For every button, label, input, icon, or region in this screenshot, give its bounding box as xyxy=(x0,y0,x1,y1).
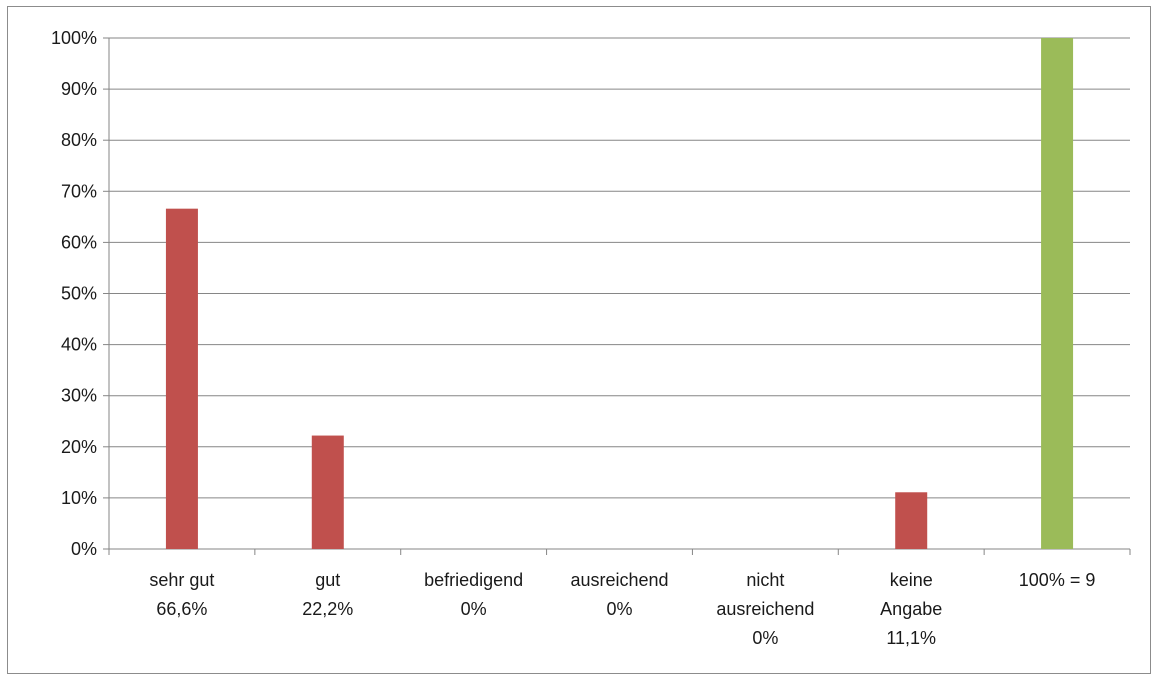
y-tick-label: 50% xyxy=(61,284,97,304)
category-label-line: 0% xyxy=(752,628,778,648)
y-tick-label: 70% xyxy=(61,181,97,201)
category-label-line: 100% = 9 xyxy=(1019,570,1096,590)
x-category-labels: sehr gut 66,6%gut 22,2%befriedigend 0%ausre… xyxy=(149,570,1095,648)
bar xyxy=(1041,38,1074,549)
category-label-line: 66,6% xyxy=(156,599,207,619)
gridlines xyxy=(109,37,1130,499)
y-tick-label: 20% xyxy=(61,437,97,457)
y-tick-label: 0% xyxy=(71,539,97,559)
category-label: 100% = 9 xyxy=(1019,570,1096,590)
category-label: befriedigend 0% xyxy=(424,570,523,619)
category-label-line: 0% xyxy=(606,599,632,619)
bar xyxy=(311,435,344,549)
y-tick-label: 10% xyxy=(61,488,97,508)
y-tick-label: 60% xyxy=(61,232,97,252)
bar xyxy=(895,492,928,549)
y-tick-label: 90% xyxy=(61,79,97,99)
y-tick-label: 80% xyxy=(61,130,97,150)
bar xyxy=(165,208,198,549)
category-label-line: Angabe xyxy=(880,599,942,619)
y-tick-label: 100% xyxy=(51,28,97,48)
category-label-line: ausreichend xyxy=(716,599,814,619)
category-label-line: 22,2% xyxy=(302,599,353,619)
y-tick-label: 40% xyxy=(61,335,97,355)
category-label-line: ausreichend xyxy=(570,570,668,590)
category-label: ausreichend 0% xyxy=(570,570,668,619)
category-label: gut 22,2% xyxy=(302,570,353,619)
category-label: keine Angabe 11,1% xyxy=(880,570,942,648)
category-label-line: 11,1% xyxy=(886,628,936,648)
bars xyxy=(165,38,1074,549)
category-label-line: gut xyxy=(315,570,340,590)
y-tick-label: 30% xyxy=(61,386,97,406)
axes xyxy=(103,37,1131,555)
category-label-line: befriedigend xyxy=(424,570,523,590)
category-label-line: keine xyxy=(890,570,933,590)
category-label: sehr gut 66,6% xyxy=(149,570,214,619)
category-label: nicht ausreichend 0% xyxy=(716,570,814,648)
category-label-line: sehr gut xyxy=(149,570,214,590)
y-tick-labels: 0% 10% 20% 30% 40% 50% 60% 70% 80% 90% 100% xyxy=(51,28,97,559)
category-label-line: 0% xyxy=(461,599,487,619)
category-label-line: nicht xyxy=(746,570,784,590)
